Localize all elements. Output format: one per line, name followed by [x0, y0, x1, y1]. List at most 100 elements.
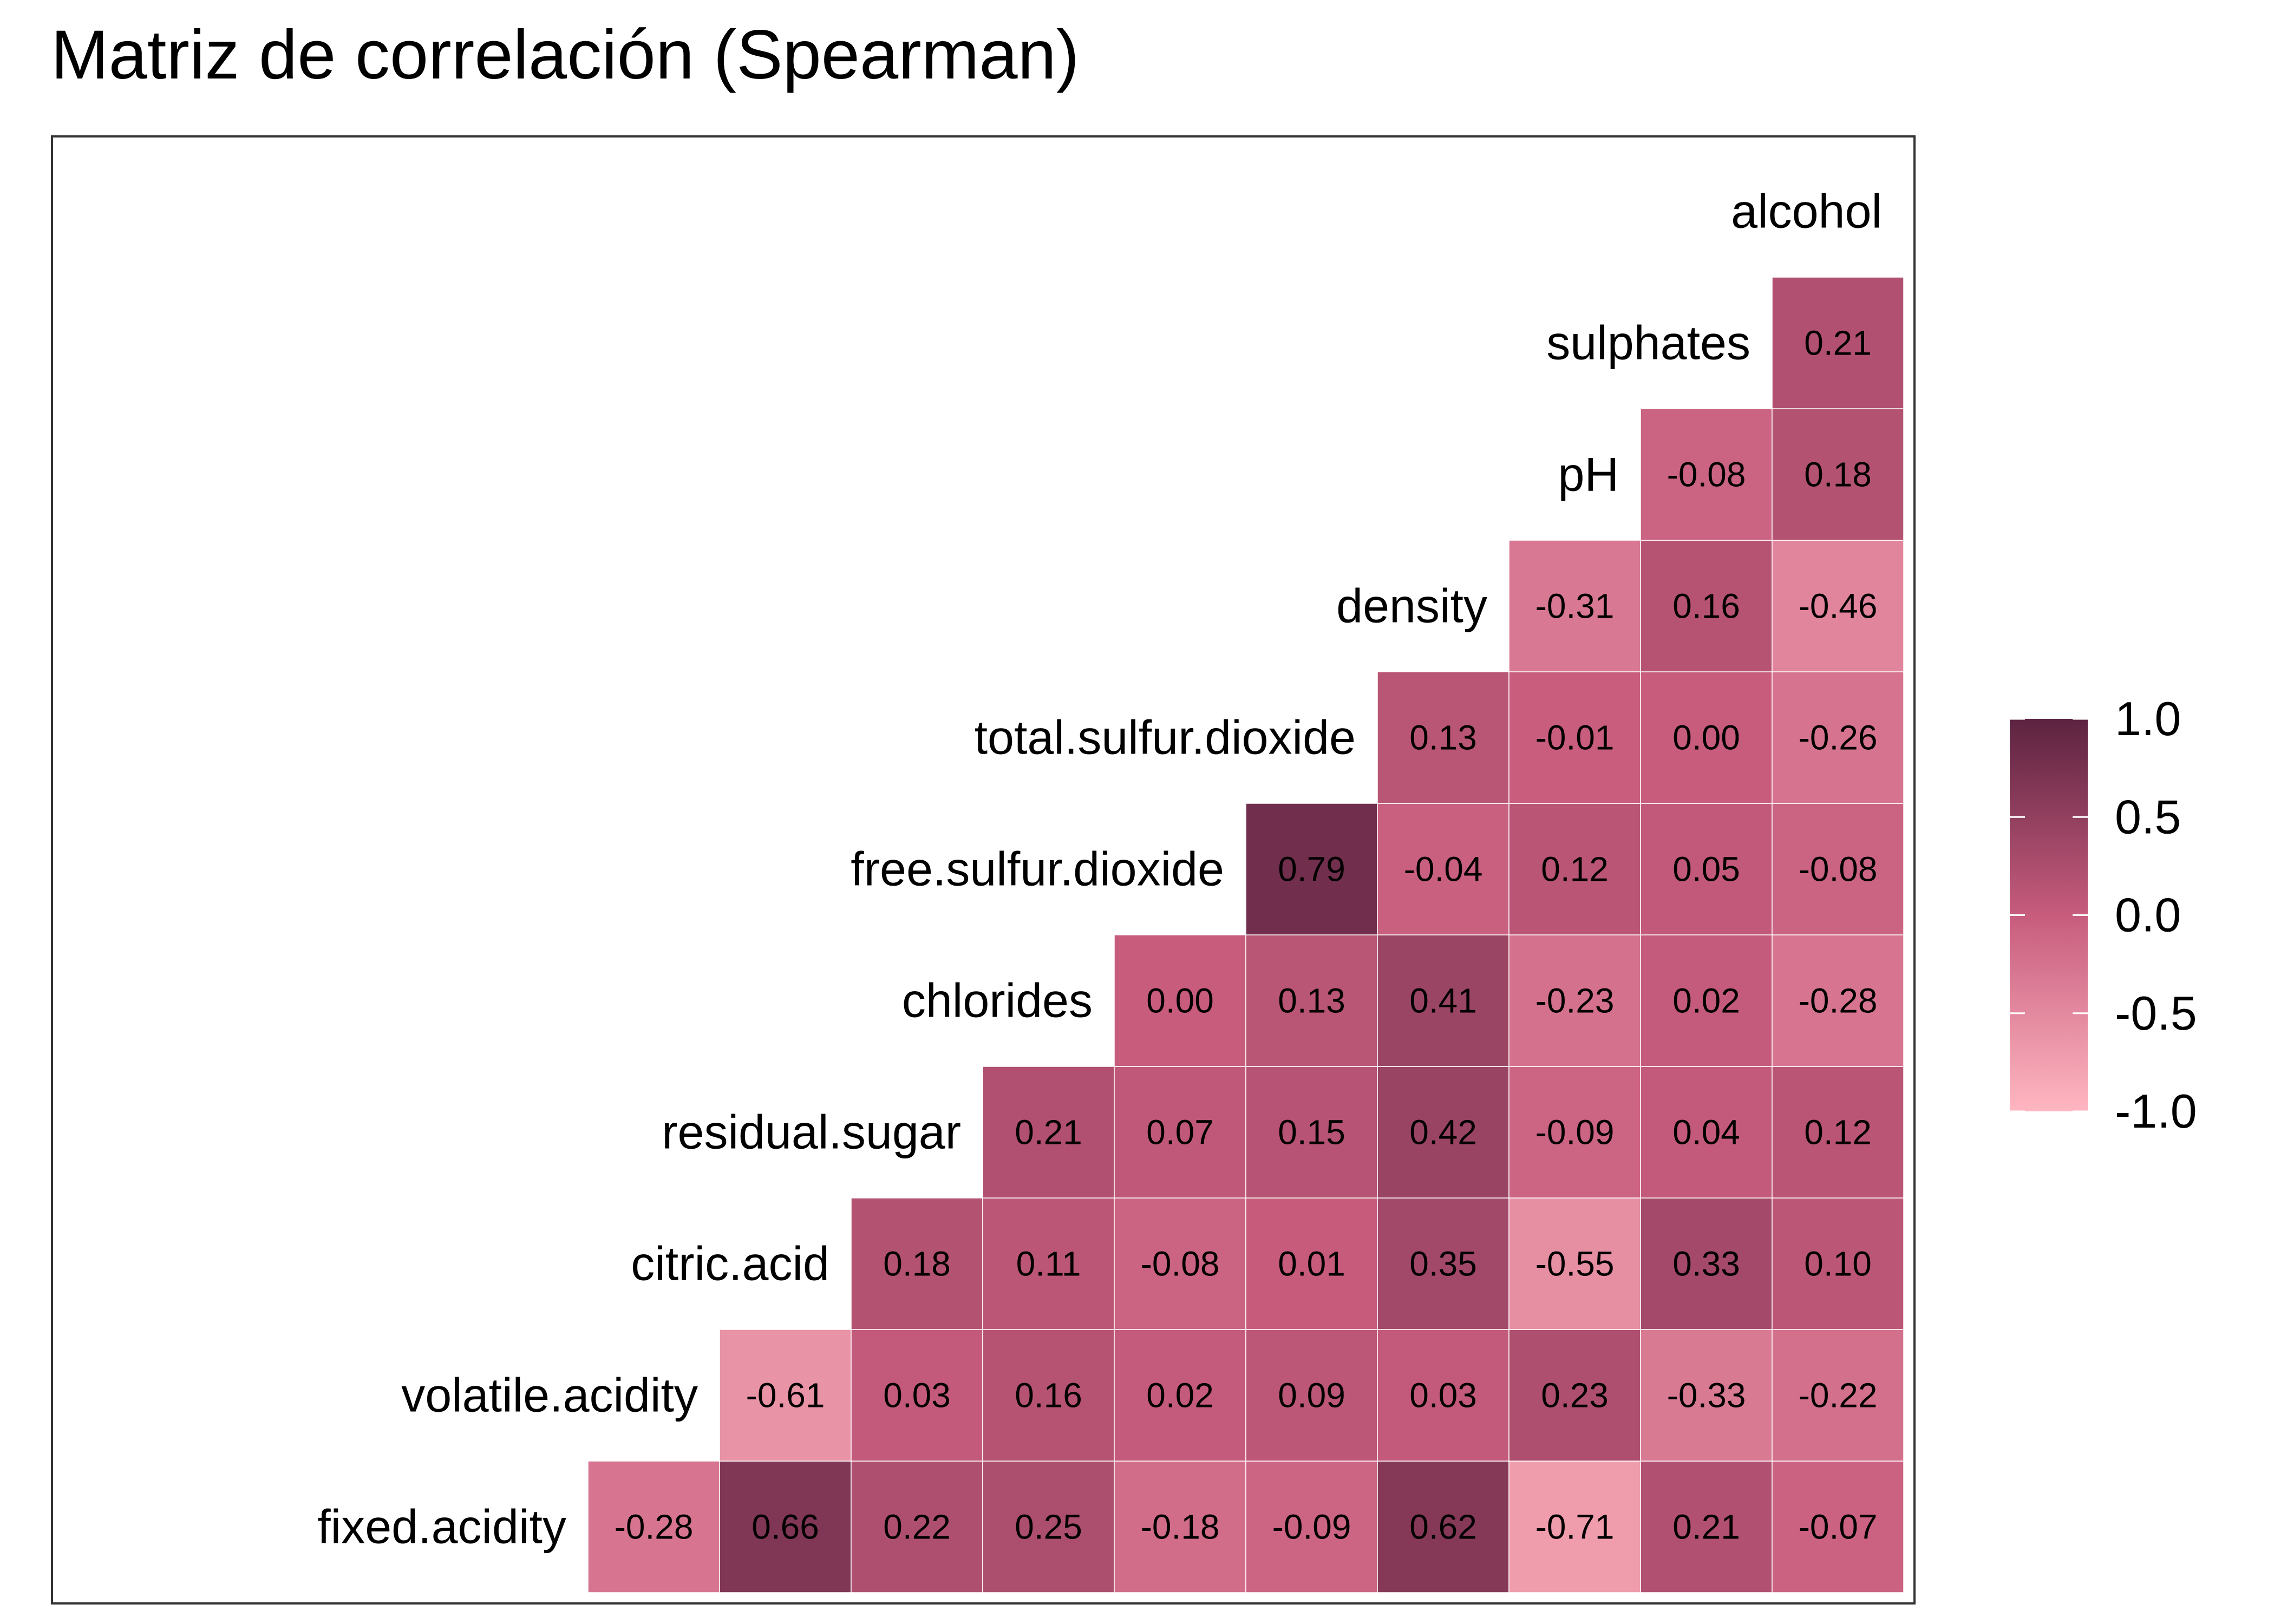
legend-tick-label: 0.5: [2115, 790, 2181, 843]
cell-value-label: -0.08: [1799, 850, 1878, 889]
cell-value-label: 0.12: [1541, 850, 1609, 889]
cell-value-label: 0.09: [1278, 1376, 1345, 1415]
cell-value-label: -0.33: [1667, 1376, 1746, 1415]
legend-tick-label: 0.0: [2115, 888, 2181, 942]
heatmap-cell: [1377, 1461, 1510, 1593]
heatmap-cell: [1640, 1197, 1773, 1330]
variable-labels: fixed.acidity volatile.acidity citric.acid…: [317, 185, 1882, 1554]
heatmap-cell: [1377, 934, 1510, 1067]
heatmap-cell: [1508, 671, 1641, 804]
cell-value-label: 0.66: [752, 1508, 819, 1547]
heatmap-cell: [719, 1461, 852, 1593]
cell-value-label: 0.02: [1672, 981, 1740, 1020]
variable-label: sulphates: [1546, 316, 1750, 370]
heatmap-cell: [1508, 934, 1641, 1067]
cell-value-label: 0.04: [1672, 1113, 1740, 1152]
cell-value-label: 0.10: [1804, 1245, 1872, 1284]
heatmap-cell: [1377, 1066, 1510, 1199]
heatmap-cell: [1114, 1197, 1246, 1330]
cell-value-label: 0.21: [1804, 324, 1872, 363]
heatmap-cell: [1114, 934, 1246, 1067]
cell-value-label: 0.13: [1278, 981, 1345, 1020]
cell-value-label: 0.18: [1804, 455, 1872, 494]
chart-title: Matriz de correlación (Spearman): [51, 16, 1079, 94]
cell-value-label: 0.07: [1146, 1113, 1214, 1152]
cell-value-label: 0.23: [1541, 1376, 1609, 1415]
variable-label: pH: [1558, 448, 1619, 501]
heatmap-cell: [1245, 1197, 1378, 1330]
cell-value-label: 0.79: [1278, 850, 1345, 889]
heatmap-cell: [1508, 1066, 1641, 1199]
heatmap-cell: [1245, 934, 1378, 1067]
cell-value-label: 0.21: [1015, 1113, 1082, 1152]
variable-label: total.sulfur.dioxide: [975, 711, 1356, 764]
color-legend: 1.0 0.5 0.0 -0.5 -1.0: [2010, 692, 2197, 1138]
legend-tick-label: -0.5: [2115, 986, 2197, 1040]
heatmap-cell: [982, 1066, 1115, 1199]
cell-value-label: -0.71: [1535, 1508, 1615, 1547]
heatmap-cell: [1508, 540, 1641, 672]
cell-value-label: 0.42: [1409, 1113, 1477, 1152]
cell-value-label: 0.18: [883, 1245, 951, 1284]
variable-label: chlorides: [902, 974, 1093, 1027]
variable-label: alcohol: [1731, 185, 1882, 238]
heatmap-cell: [982, 1197, 1115, 1330]
cell-value-label: 0.41: [1409, 981, 1477, 1020]
heatmap-cell: [1245, 803, 1378, 935]
cell-value-label: 0.16: [1672, 587, 1740, 626]
cell-value-label: 0.13: [1409, 718, 1477, 757]
heatmap-cell: [719, 1329, 852, 1462]
heatmap-cell: [587, 1461, 720, 1593]
cell-value-label: 0.11: [1016, 1245, 1081, 1284]
cell-value-label: -0.22: [1799, 1376, 1878, 1415]
cell-value-label: -0.46: [1799, 587, 1878, 626]
cell-value-label: -0.09: [1535, 1113, 1615, 1152]
heatmap-cell: [1640, 1329, 1773, 1462]
cell-value-label: 0.12: [1804, 1113, 1872, 1152]
heatmap-cell: [1772, 1197, 1904, 1330]
heatmap-cell: [982, 1461, 1115, 1593]
cell-value-label: 0.22: [883, 1508, 951, 1547]
cell-value-label: -0.08: [1141, 1245, 1220, 1284]
cell-value-label: -0.61: [746, 1376, 825, 1415]
heatmap-cell: [1245, 1066, 1378, 1199]
cell-value-label: -0.23: [1535, 981, 1615, 1020]
heatmap-cell: [1772, 540, 1904, 672]
heatmap-cell: [1772, 277, 1904, 409]
heatmap-cell: [1640, 671, 1773, 804]
cell-value-label: 0.35: [1409, 1245, 1477, 1284]
heatmap-cell: [982, 1329, 1115, 1462]
heatmap-cell: [1772, 1066, 1904, 1199]
variable-label: free.sulfur.dioxide: [851, 842, 1224, 896]
legend-tick-label: 1.0: [2115, 692, 2181, 745]
heatmap-cells: -0.28 0.66 0.22 0.25 -0.18 -0.09 0.62 -0.71 0.21…: [587, 277, 1904, 1593]
cell-value-label: 0.33: [1672, 1245, 1740, 1284]
cell-value-label: 0.16: [1015, 1376, 1082, 1415]
cell-value-label: -0.07: [1799, 1508, 1878, 1547]
heatmap-cell: [1377, 803, 1510, 935]
cell-value-label: 0.03: [1409, 1376, 1477, 1415]
heatmap-cell: [851, 1329, 983, 1462]
cell-value-label: 0.21: [1672, 1508, 1740, 1547]
cell-value-label: 0.02: [1146, 1376, 1214, 1415]
variable-label: volatile.acidity: [401, 1368, 698, 1422]
cell-value-label: 0.62: [1409, 1508, 1477, 1547]
heatmap-cell: [1377, 1197, 1510, 1330]
cell-value-label: -0.55: [1535, 1245, 1615, 1284]
cell-value-label: -0.04: [1404, 850, 1483, 889]
heatmap-cell: [1377, 671, 1510, 804]
heatmap-cell: [1772, 1461, 1904, 1593]
heatmap-cell: [1114, 1461, 1246, 1593]
heatmap-cell: [1772, 408, 1904, 541]
cell-value-label: -0.31: [1535, 587, 1615, 626]
panel-border: [51, 135, 1916, 1605]
heatmap-cell: [1640, 934, 1773, 1067]
heatmap-cell: [1508, 1461, 1641, 1593]
cell-value-label: -0.26: [1799, 718, 1878, 757]
cell-value-label: 0.03: [883, 1376, 951, 1415]
cell-value-label: -0.18: [1141, 1508, 1220, 1547]
heatmap-cell: [1640, 803, 1773, 935]
variable-label: residual.sugar: [662, 1105, 961, 1159]
cell-value-label: 0.00: [1672, 718, 1740, 757]
variable-label: citric.acid: [631, 1237, 829, 1291]
